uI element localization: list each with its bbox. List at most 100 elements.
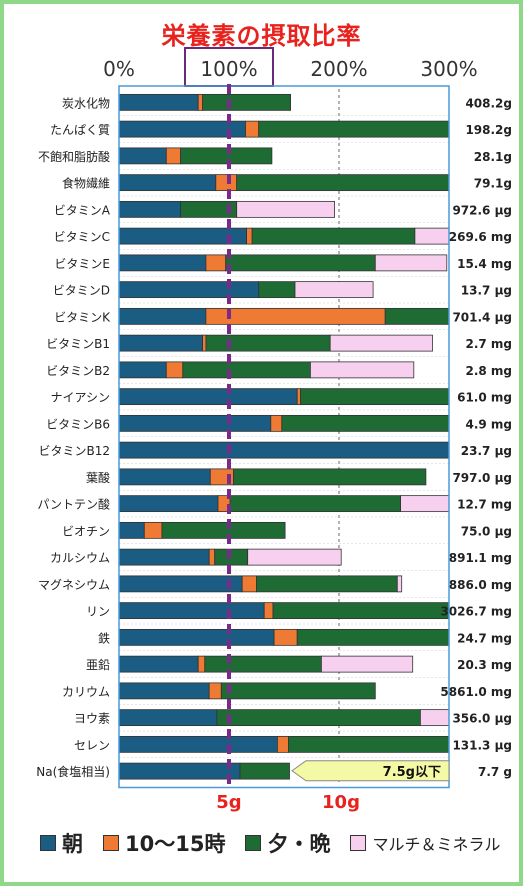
category-label: 不飽和脂肪酸 [38,149,110,164]
bar-segment [247,548,342,566]
bar-segment [197,93,203,111]
bar-segment [118,628,275,646]
bar-segment [329,334,433,352]
bar-segment [118,147,167,165]
amount-label: 24.7 mg [457,631,512,645]
plot-frame [118,85,450,789]
bar-segment [272,602,450,620]
category-label: 鉄 [98,630,110,645]
category-label: たんぱく質 [50,122,110,137]
legend-swatch [40,835,56,851]
bar-segment [118,281,260,299]
x-tick-label: 300% [420,57,477,81]
bar-segment [246,227,253,245]
bar-segment [294,281,374,299]
bar-segment [118,575,243,593]
bar-segment [232,468,427,486]
bar-segment [205,307,386,325]
bar-segment [273,628,298,646]
amount-label: 886.0 mg [449,578,512,592]
bar-segment [276,735,289,753]
category-label: ビタミンE [54,257,110,271]
amount-label: 3026.7 mg [440,605,512,619]
bar-segment [225,254,376,272]
legend-item-supplement: マルチ＆ミネラル [350,831,500,855]
bar-segment [118,682,210,700]
amount-label: 891.1 mg [449,551,512,565]
bar-segment [229,495,402,513]
category-label: ビタミンB1 [46,337,110,351]
bar-segment [241,575,257,593]
bar-segment [263,602,274,620]
bar-segment [202,334,207,352]
amount-label: 4.9 mg [465,417,512,431]
category-label: 炭水化物 [62,96,110,110]
x-tick-label: 0% [103,57,135,81]
bar-segment [239,762,290,780]
amount-label: 408.2g [465,96,512,110]
bar-segment [300,388,450,406]
bar-segment [118,735,278,753]
category-label: セレン [74,738,110,752]
bar-segment [118,93,199,111]
amount-label: 12.7 mg [457,498,512,512]
bar-segment [256,575,398,593]
category-label: 食物繊維 [62,176,110,191]
bar-segment [118,521,145,539]
legend-item-breakfast: 朝 [40,828,83,858]
bar-segment [216,709,421,727]
bar-segment [118,762,241,780]
chart-title: 栄養素の摂取比率 [161,22,362,50]
legend-swatch [103,835,119,851]
category-label: リン [86,605,110,619]
bar-segment [384,307,450,325]
bar-segment [287,735,450,753]
legend-item-midday: 10～15時 [103,828,225,858]
category-label: ビタミンB12 [38,444,110,458]
category-label: カリウム [62,685,110,699]
amount-label: 269.6 mg [449,230,512,244]
amount-label: 131.3 µg [452,738,512,752]
bar-segment [204,655,322,673]
bar-segment [270,414,283,432]
bar-segment [180,147,273,165]
amount-label: 13.7 µg [461,284,512,298]
legend-swatch [245,835,262,851]
x-tick-label: 100% [200,57,257,81]
amount-label: 61.0 mg [457,391,512,405]
amount-label: 972.6 µg [452,203,512,217]
bar-segment [118,655,199,673]
bar-segment [296,628,450,646]
legend-swatch [350,835,367,851]
bar-segment [419,709,450,727]
bar-segment [118,468,211,486]
amount-label: 701.4 µg [452,310,512,324]
bar-segment [165,147,182,165]
amount-label: 2.8 mg [465,364,512,378]
legend-item-dinner: 夕・晩 [245,828,330,858]
x-tick-label: 200% [310,57,367,81]
bar-segment [258,120,450,138]
bar-segment [281,414,450,432]
bar-segment [161,521,286,539]
salt-axis-label: 5g [216,792,241,813]
bar-segment [118,307,207,325]
bar-segment [245,120,260,138]
bar-segment [374,254,448,272]
category-label: ビタミンB2 [46,364,110,378]
category-label: パントテン酸 [37,497,110,512]
category-label: ビタミンD [53,284,110,298]
category-label: カルシウム [50,551,110,565]
bar-segment [118,414,272,432]
bar-segment [236,200,335,218]
category-label: ビタミンB6 [46,417,110,431]
bar-segment [118,200,181,218]
bar-segment [182,361,311,379]
category-label: ナイアシン [50,391,110,405]
bar-segment [236,174,450,192]
category-label: Na(食塩相当) [36,764,110,779]
annotation-arrow [291,760,450,782]
bar-segment [118,174,217,192]
category-label: 葉酸 [86,470,110,485]
bar-segment [118,254,207,272]
